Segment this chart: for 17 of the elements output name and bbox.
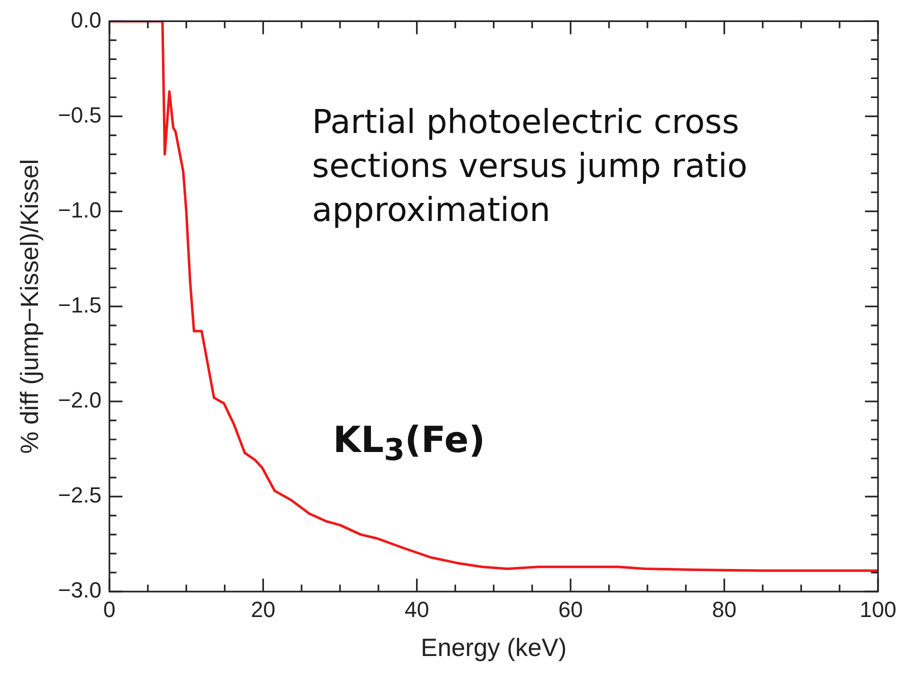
x-tick-label: 40	[404, 596, 430, 622]
y-tick-label: 0.0	[70, 7, 102, 32]
y-tick-label: −1.5	[58, 292, 102, 318]
y-tick-label: −0.5	[58, 102, 102, 128]
x-tick-label: 100	[860, 596, 896, 622]
y-tick-label: −2.0	[58, 388, 102, 413]
x-tick-label: 0	[103, 596, 116, 622]
y-axis-title: % diff (jump−Kissel)/Kissel	[16, 159, 44, 454]
x-tick-label: 60	[558, 596, 583, 622]
y-tick-label: −1.0	[58, 197, 102, 222]
y-tick-label: −3.0	[58, 578, 102, 603]
x-tick-label: 20	[250, 596, 276, 622]
y-tick-label: −2.5	[58, 482, 102, 508]
x-axis-title: Energy (keV)	[420, 634, 567, 662]
annotation: KL$_{3}$(Fe)	[333, 420, 486, 468]
x-tick-label: 80	[712, 596, 737, 622]
annotation: Partial photoelectric cross sections versus jump ratio approximation	[312, 101, 748, 231]
